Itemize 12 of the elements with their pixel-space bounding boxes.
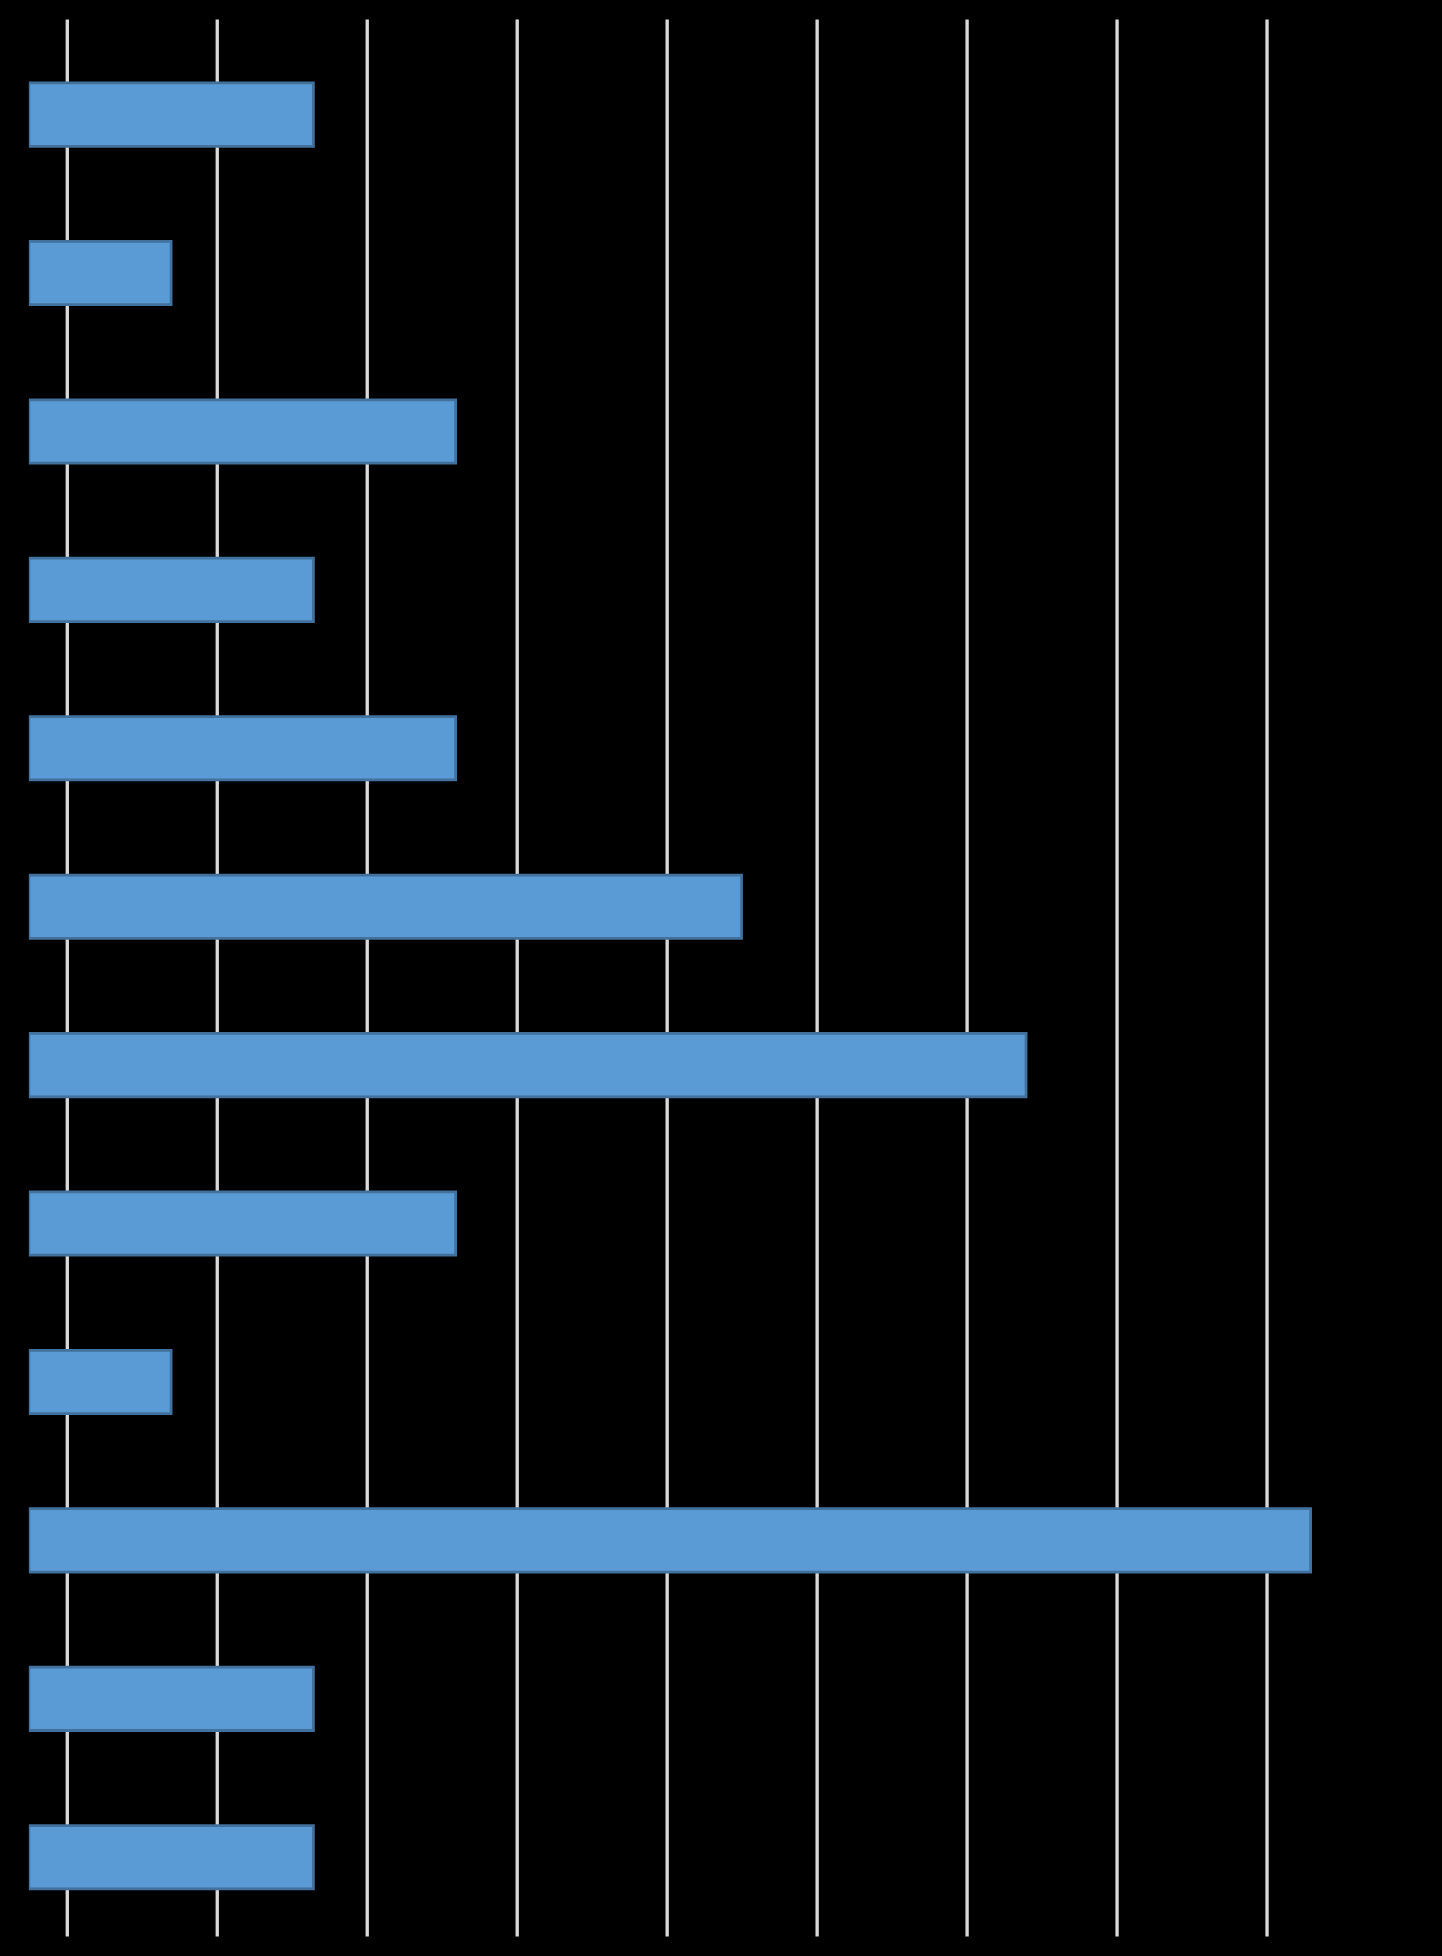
bar <box>28 1190 458 1257</box>
bar <box>28 81 315 148</box>
bar <box>28 1507 1313 1574</box>
bar <box>28 1348 173 1416</box>
bar <box>28 873 743 940</box>
bar <box>28 1032 1028 1099</box>
bar <box>28 715 458 782</box>
bar <box>28 556 315 623</box>
bar <box>28 1665 315 1732</box>
bar <box>28 398 458 465</box>
bar <box>28 239 173 307</box>
bar <box>28 1824 315 1891</box>
